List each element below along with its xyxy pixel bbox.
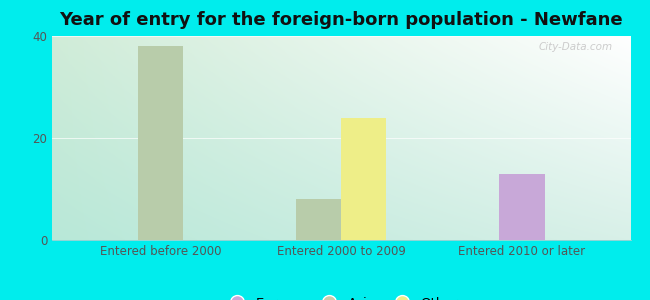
Bar <box>341 118 387 240</box>
Text: City-Data.com: City-Data.com <box>539 42 613 52</box>
Bar <box>499 174 545 240</box>
Bar <box>138 46 183 240</box>
Legend: Europe, Asia, Other: Europe, Asia, Other <box>219 291 463 300</box>
Title: Year of entry for the foreign-born population - Newfane: Year of entry for the foreign-born popul… <box>59 11 623 29</box>
Bar <box>296 199 341 240</box>
